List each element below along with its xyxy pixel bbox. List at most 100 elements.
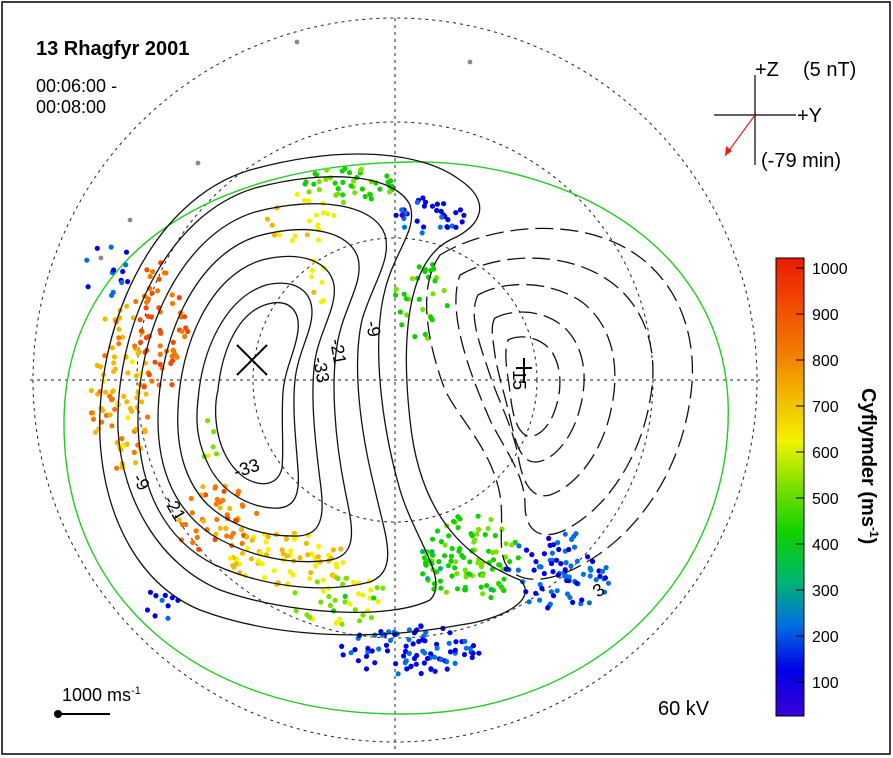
velocity-dot [422, 199, 429, 205]
velocity-dot [239, 550, 246, 556]
velocity-dot [318, 599, 324, 605]
velocity-dot [466, 571, 472, 577]
imf-z-label: +Z [755, 59, 779, 81]
velocity-dot [352, 647, 358, 653]
velocity-dot [125, 370, 131, 376]
velocity-dot [180, 522, 186, 528]
velocity-dot [320, 588, 326, 594]
velocity-dot [470, 643, 477, 649]
velocity-dot [133, 426, 139, 432]
velocity-dot [145, 313, 151, 319]
velocity-dot [109, 396, 115, 402]
velocity-dot [288, 548, 294, 554]
velocity-dot [429, 317, 435, 323]
velocity-dot [125, 415, 131, 421]
velocity-dot [442, 553, 448, 559]
velocity-dot [404, 312, 410, 318]
velocity-dot [454, 571, 460, 577]
velocity-dot [152, 359, 158, 365]
velocity-dot [403, 643, 409, 649]
velocity-dot [157, 351, 163, 357]
velocity-dot [202, 492, 208, 498]
velocity-dot [499, 566, 506, 572]
velocity-dot [351, 580, 357, 586]
velocity-dot [112, 406, 118, 412]
velocity-dot [422, 650, 428, 656]
velocity-dot [379, 632, 385, 638]
velocity-dot [340, 652, 346, 658]
velocity-dot [116, 341, 122, 347]
colorbar [775, 257, 805, 717]
velocity-dot [318, 299, 324, 305]
velocity-dot [335, 191, 341, 197]
velocity-dot [120, 442, 126, 448]
velocity-dot [92, 429, 98, 435]
velocity-dot [441, 288, 447, 294]
velocity-dot [147, 273, 153, 280]
velocity-dot [307, 575, 313, 582]
velocity-dot [599, 568, 606, 575]
velocity-dot [269, 222, 275, 228]
velocity-dot [342, 166, 348, 172]
velocity-dot [554, 557, 560, 563]
velocity-dot [100, 407, 106, 414]
velocity-dot [131, 449, 137, 455]
chart-title: 13 Rhagfyr 2001 [36, 38, 189, 60]
velocity-dot [418, 670, 424, 677]
velocity-dot [116, 335, 122, 341]
velocity-dot [385, 179, 391, 185]
velocity-dot [340, 581, 346, 587]
velocity-dot [303, 540, 310, 547]
velocity-dot [109, 389, 115, 395]
velocity-dot [356, 618, 363, 624]
velocity-dot [475, 513, 481, 519]
velocity-dot [470, 650, 476, 656]
velocity-dot [88, 388, 94, 394]
velocity-dot [309, 268, 315, 274]
velocity-dot [451, 518, 457, 525]
velocity-dot [395, 671, 401, 677]
velocity-dot [459, 219, 465, 225]
velocity-dot [352, 607, 358, 613]
velocity-dot [331, 212, 337, 219]
velocity-dot [111, 368, 117, 374]
velocity-dot [194, 534, 200, 541]
velocity-dot [280, 550, 286, 557]
velocity-dot [501, 587, 507, 594]
velocity-dot [449, 545, 455, 552]
grey-dot [127, 217, 133, 223]
velocity-dot [555, 572, 561, 578]
velocity-dot [213, 501, 219, 507]
velocity-dot [210, 444, 216, 450]
velocity-dot [593, 577, 599, 583]
velocity-dot [340, 179, 346, 185]
velocity-dot [109, 345, 116, 351]
velocity-dot [293, 608, 299, 614]
velocity-dot [319, 279, 325, 285]
velocity-dot [432, 668, 438, 674]
velocity-dot [138, 328, 144, 334]
velocity-dot [360, 612, 366, 618]
velocity-dot [161, 270, 167, 276]
colorbar-tick-label: 500 [812, 491, 839, 508]
velocity-dot [185, 329, 191, 335]
velocity-dot [146, 372, 152, 378]
convection-boundary [63, 161, 729, 715]
velocity-dot [369, 648, 375, 654]
velocity-dot [205, 453, 211, 459]
velocity-dot [124, 399, 130, 405]
velocity-dot [444, 666, 450, 672]
velocity-dot [264, 216, 271, 222]
velocity-dot [556, 546, 562, 553]
velocity-dot [566, 546, 572, 553]
velocity-dot [469, 654, 475, 661]
colorbar-title: Cyflymder (ms-1) [857, 388, 881, 544]
velocity-dot [393, 212, 399, 218]
velocity-dot [309, 274, 315, 280]
velocity-dot [452, 565, 458, 571]
velocity-dot [421, 555, 428, 561]
velocity-dot [499, 526, 505, 532]
velocity-dot [403, 296, 409, 302]
velocity-dot [503, 541, 509, 547]
imf-magnitude-label: (5 nT) [803, 59, 856, 81]
